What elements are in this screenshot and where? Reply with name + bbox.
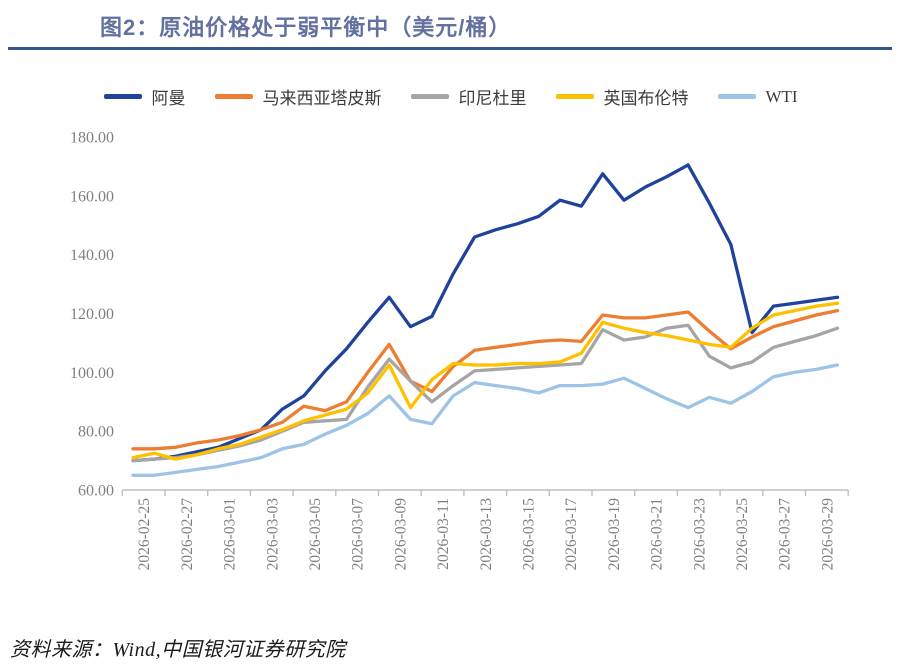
- x-axis-label: 2026-02-25: [136, 498, 153, 571]
- legend-item-2: 马来西亚塔皮斯: [215, 84, 381, 109]
- source-note: 资料来源：Wind,中国银河证券研究院: [10, 639, 346, 661]
- legend-line-swatch: [718, 94, 757, 99]
- series-line-1: [131, 163, 840, 463]
- series-line-4: [131, 301, 840, 461]
- chart-legend: 阿曼 马来西亚塔皮斯 印尼杜里 英国布伦特 WTI: [0, 84, 902, 109]
- x-axis-label: 2026-03-11: [435, 498, 452, 570]
- x-axis-label: 2026-03-17: [563, 498, 580, 571]
- legend-line-swatch: [215, 94, 254, 99]
- y-axis-label: 180.00: [70, 130, 114, 147]
- x-axis-label: 2026-03-29: [819, 498, 836, 571]
- x-axis-label: 2026-03-23: [691, 498, 708, 571]
- x-axis-label: 2026-03-27: [777, 498, 794, 571]
- y-axis-label: 120.00: [70, 306, 114, 323]
- y-axis-label: 60.00: [78, 483, 114, 500]
- series-line-2: [131, 308, 840, 451]
- legend-line-swatch: [556, 94, 595, 99]
- x-axis-label: 2026-03-19: [606, 498, 623, 571]
- series-line-5: [131, 363, 840, 477]
- title-underline: [8, 47, 892, 50]
- y-axis-label: 80.00: [78, 424, 114, 441]
- x-axis-label: 2026-03-01: [222, 498, 239, 570]
- x-axis-label: 2026-02-27: [179, 498, 196, 571]
- legend-item-4: 英国布伦特: [556, 84, 688, 109]
- legend-item-1: 阿曼: [104, 84, 185, 109]
- legend-line-swatch: [411, 94, 450, 99]
- y-axis-label: 160.00: [70, 188, 114, 205]
- legend-label: 英国布伦特: [603, 89, 689, 108]
- x-axis-label: 2026-03-15: [520, 498, 537, 571]
- x-axis-label: 2026-03-25: [734, 498, 751, 571]
- legend-item-3: 印尼杜里: [411, 84, 526, 109]
- x-axis-label: 2026-03-03: [264, 498, 281, 571]
- x-axis-label: 2026-03-07: [350, 498, 367, 571]
- legend-line-swatch: [104, 94, 143, 99]
- x-axis-label: 2026-03-13: [478, 498, 495, 571]
- page-title: 图2：原油价格处于弱平衡中（美元/桶）: [100, 15, 512, 40]
- legend-label: 印尼杜里: [458, 89, 527, 108]
- legend-label: 阿曼: [151, 89, 186, 108]
- legend-label: 马来西亚塔皮斯: [262, 89, 382, 108]
- legend-label: WTI: [765, 86, 798, 106]
- x-axis-label: 2026-03-21: [649, 498, 666, 570]
- legend-item-5: WTI: [718, 86, 798, 107]
- y-axis-label: 140.00: [70, 247, 114, 264]
- x-axis-label: 2026-03-09: [392, 498, 409, 571]
- series-line-3: [131, 323, 840, 463]
- x-axis-label: 2026-03-05: [307, 498, 324, 571]
- y-axis-label: 100.00: [70, 365, 114, 382]
